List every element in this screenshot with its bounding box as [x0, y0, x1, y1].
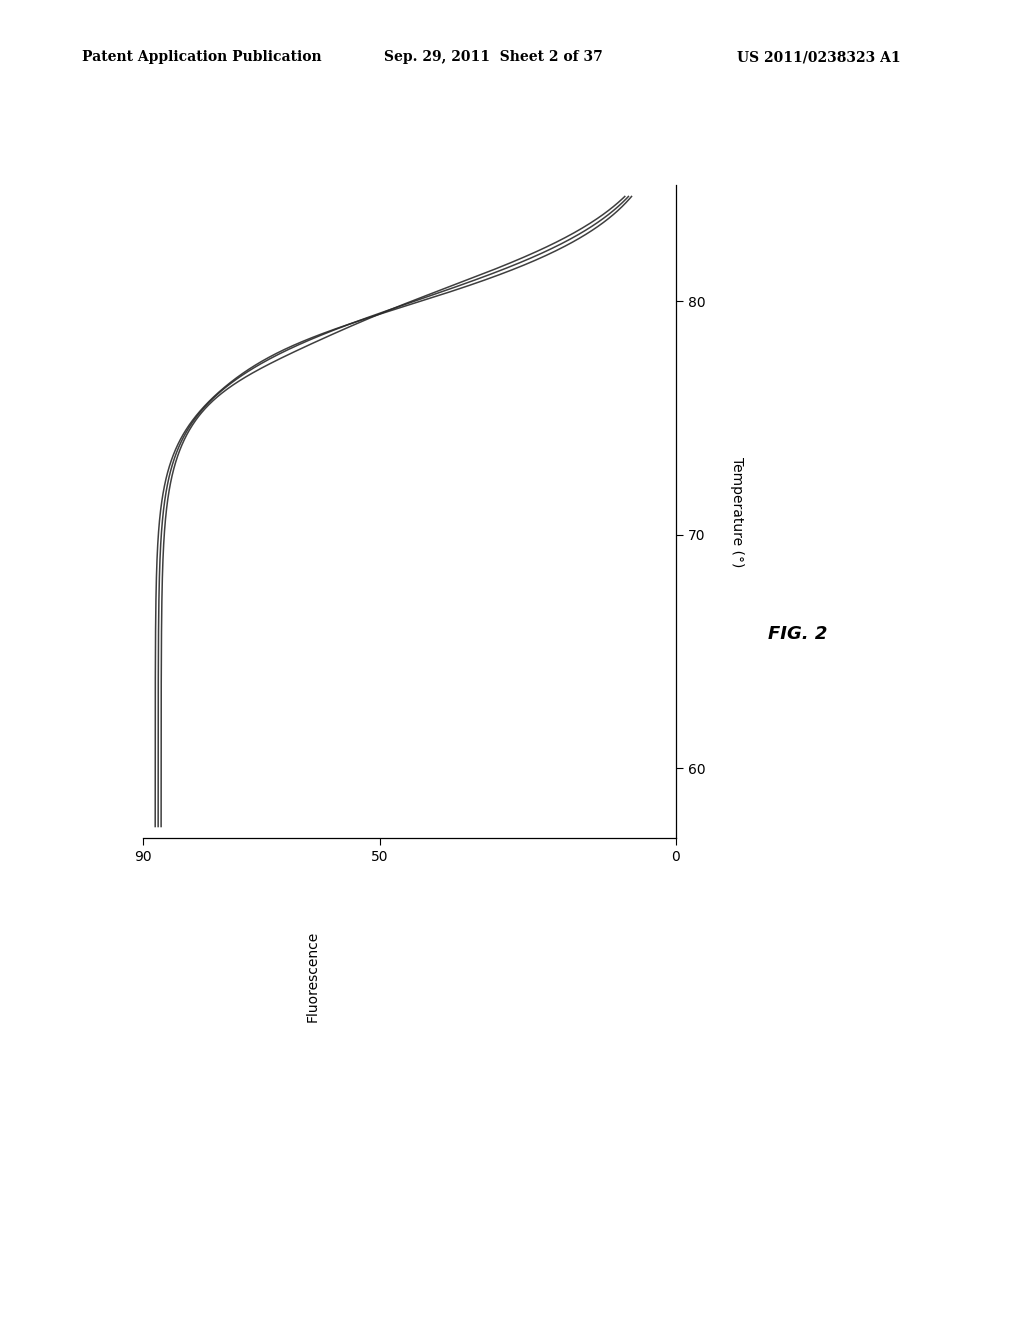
Text: Patent Application Publication: Patent Application Publication — [82, 50, 322, 65]
Text: Fluorescence: Fluorescence — [305, 931, 319, 1022]
Text: Sep. 29, 2011  Sheet 2 of 37: Sep. 29, 2011 Sheet 2 of 37 — [384, 50, 603, 65]
Text: Temperature (°): Temperature (°) — [730, 457, 744, 568]
Text: US 2011/0238323 A1: US 2011/0238323 A1 — [737, 50, 901, 65]
Text: FIG. 2: FIG. 2 — [768, 624, 827, 643]
